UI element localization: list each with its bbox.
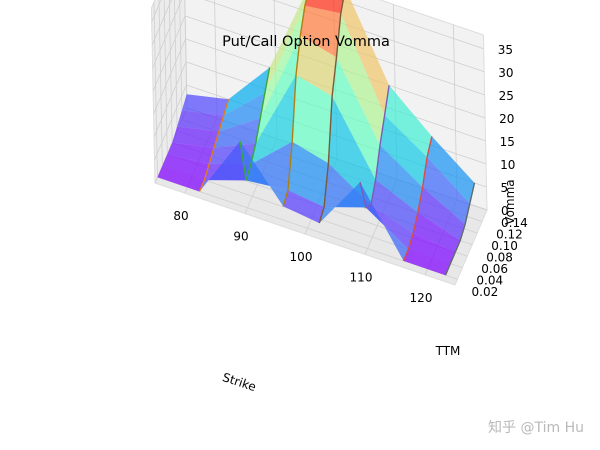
surface-patch: [380, 115, 428, 188]
surface-line: [198, 99, 230, 192]
surface-patch: [304, 0, 344, 14]
surface-patch: [417, 187, 466, 241]
x-tick-label: 110: [350, 270, 373, 284]
surface-patch: [162, 154, 210, 180]
surface-patch: [264, 0, 307, 93]
surface-patch: [336, 13, 385, 146]
surface-patch: [157, 165, 205, 192]
z-tick-label: 30: [498, 66, 513, 80]
z-axis-label: Vomma: [503, 179, 517, 224]
z-tick-label: 20: [499, 112, 514, 126]
y-tick-label: 0.10: [491, 239, 518, 253]
surface-patch: [300, 5, 341, 58]
z-tick-label: 15: [500, 135, 515, 149]
surface-line: [444, 182, 476, 276]
x-tick-label: 120: [410, 291, 433, 305]
surface-patch: [340, 0, 390, 116]
x-tick-label: 80: [173, 209, 188, 223]
surface-patch: [255, 35, 301, 144]
surface-patch: [384, 85, 432, 158]
surface-patch: [223, 67, 270, 116]
y-tick-label: 0.06: [481, 262, 508, 276]
surface-patch: [181, 94, 229, 116]
gridline-vomma: [151, 0, 485, 73]
vomma-surface: [157, 0, 475, 276]
surface-patch: [292, 74, 333, 164]
surface-patch: [172, 126, 219, 148]
surface-patch: [177, 110, 224, 132]
z-tick-label: 35: [498, 43, 513, 57]
x-axis-label: Strike: [221, 370, 258, 394]
surface-line: [402, 136, 433, 262]
surface-patch: [260, 5, 305, 119]
surface-patch: [332, 57, 380, 180]
surface-patch: [408, 233, 456, 264]
x-tick-label: 100: [290, 250, 313, 264]
surface-patch: [403, 249, 451, 276]
surface-patch: [218, 92, 265, 132]
surface-patch: [214, 118, 261, 148]
z-tick-label: 0: [501, 204, 509, 218]
watermark: 知乎 @Tim Hu: [488, 419, 584, 436]
surface-lines: [198, 0, 476, 276]
surface-patch: [319, 182, 366, 224]
surface-patch: [328, 96, 376, 206]
chart-title: Put/Call Option Vomma: [222, 34, 390, 50]
y-tick-label: 0.04: [476, 274, 503, 288]
gridline-vomma: [151, 0, 484, 50]
gridline-vomma: [152, 0, 485, 96]
surface-patch: [240, 141, 288, 207]
surface-patch: [250, 74, 296, 165]
y-tick-label: 0.14: [501, 216, 528, 230]
y-tick-label: 0.02: [472, 285, 499, 299]
surface-patch: [360, 182, 409, 261]
z-tick-label: 25: [499, 89, 514, 103]
surface-patch: [296, 35, 337, 97]
y-tick-label: 0.12: [496, 228, 523, 242]
surface-line: [239, 67, 271, 181]
z-tick-label: 5: [501, 181, 509, 195]
surface-patch: [422, 157, 470, 225]
x-tick-label: 90: [233, 230, 248, 244]
y-tick-label: 0.08: [486, 251, 513, 265]
y-axis-label: TTM: [435, 344, 461, 358]
surface-patch: [375, 145, 423, 213]
surface-patch: [199, 141, 247, 192]
surface-patch: [427, 136, 475, 204]
surface-line: [318, 0, 344, 224]
surface-patch: [288, 141, 329, 207]
surface-line: [359, 85, 390, 209]
surface-patch: [370, 179, 418, 234]
surface-patch: [283, 190, 325, 224]
surface-patch: [167, 142, 214, 164]
z-tick-label: 10: [500, 158, 515, 172]
surface-line: [282, 0, 307, 207]
surface-patch: [413, 212, 461, 253]
